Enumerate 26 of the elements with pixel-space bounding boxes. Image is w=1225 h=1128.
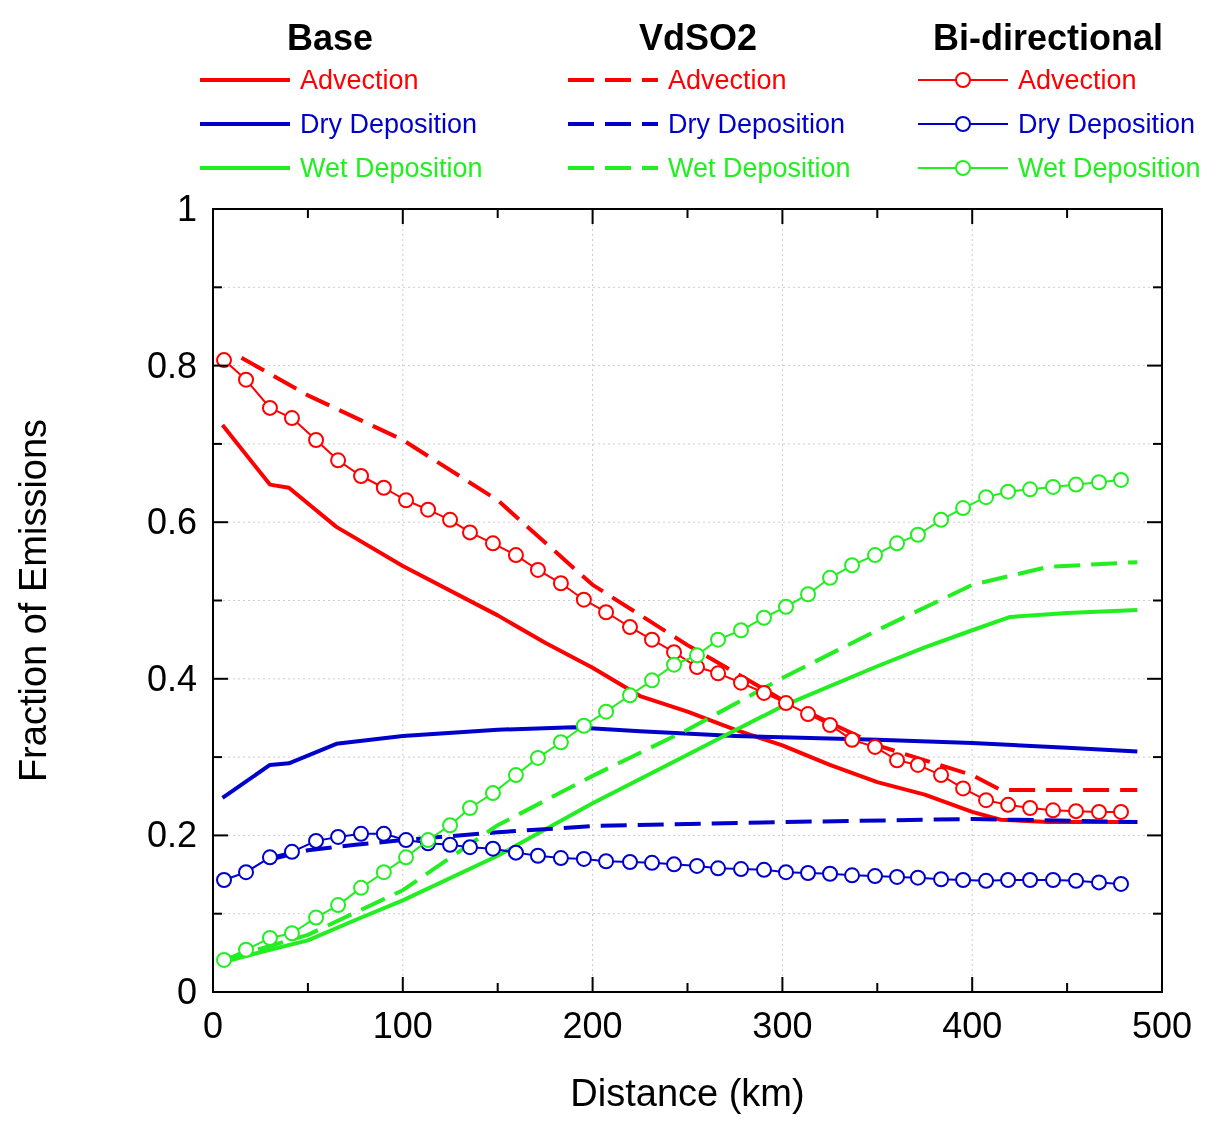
legend-label: Dry Deposition <box>668 109 846 139</box>
x-tick-label: 300 <box>752 1005 813 1046</box>
x-axis-title: Distance (km) <box>570 1072 805 1114</box>
legend-label: Advection <box>300 65 419 95</box>
legend-label: Advection <box>668 65 787 95</box>
legend-label: Wet Deposition <box>300 153 483 183</box>
y-tick-label: 0.6 <box>146 501 197 543</box>
x-tick-label: 200 <box>562 1005 623 1046</box>
x-tick-label: 100 <box>372 1005 433 1046</box>
legend-label: Advection <box>1018 65 1137 95</box>
legend-label: Wet Deposition <box>668 153 851 183</box>
legend-label: Dry Deposition <box>300 109 478 139</box>
legend-label: Wet Deposition <box>1018 153 1201 183</box>
y-tick-label: 0 <box>176 971 197 1012</box>
text: Base <box>286 17 374 58</box>
y-axis-title: Fraction of Emissions <box>12 418 54 783</box>
text: VdSO2 <box>638 17 758 58</box>
y-tick-label: 0.4 <box>146 657 197 699</box>
text: Bi-directional <box>932 17 1164 58</box>
y-tick-label: 1 <box>176 188 197 229</box>
legend-label: Dry Deposition <box>1018 109 1196 139</box>
x-tick-label: 400 <box>942 1005 1003 1046</box>
x-tick-label: 500 <box>1131 1005 1193 1046</box>
y-tick-label: 0.2 <box>146 814 197 856</box>
x-tick-label: 0 <box>202 1005 224 1046</box>
y-tick-label: 0.8 <box>146 344 197 386</box>
